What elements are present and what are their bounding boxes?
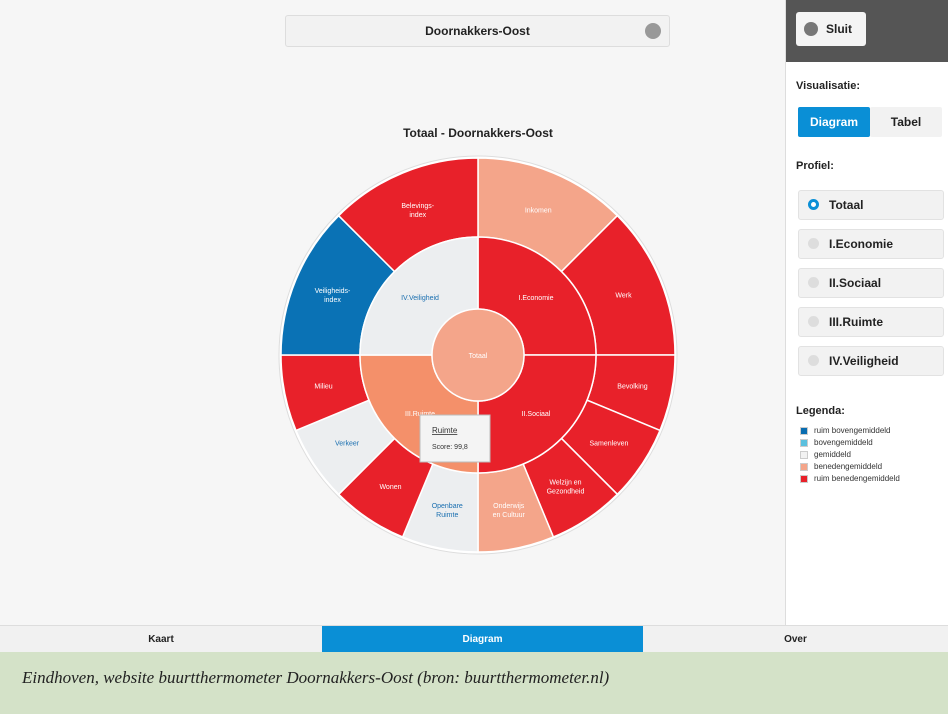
legend-label: bovengemiddeld [814,438,873,447]
segment-label: Belevings- [401,203,434,210]
segment-label: Milieu [314,384,332,391]
profile-option[interactable]: IV.Veiligheid [798,346,944,376]
view-button[interactable]: Diagram [798,107,870,137]
legend-swatch [800,463,808,471]
legend-item: benedengemiddeld [800,462,882,472]
profiel-label: Profiel: [796,160,834,172]
center-segment [431,308,525,402]
tab-active[interactable]: Diagram [322,626,643,653]
profile-option[interactable]: Totaal [798,190,944,220]
legend-item: ruim benedengemiddeld [800,474,900,484]
close-button[interactable]: Sluit [796,12,866,46]
segment-label: Werk [615,293,632,300]
legend-swatch [800,439,808,447]
chart-title: Totaal - Doornakkers-Oost [403,126,553,140]
segment-label: Wonen [379,484,401,491]
sidebar-header: Sluit [786,0,948,62]
radio [808,277,819,288]
segment-label: Verkeer [335,441,360,448]
dropdown-icon [645,23,661,39]
profile-option[interactable]: I.Economie [798,229,944,259]
segment-label: III.Ruimte [405,411,435,418]
radio [808,238,819,249]
segment-label: I.Economie [518,295,553,302]
segment-label: index [324,297,341,304]
close-icon [804,22,818,36]
segment-label: Samenleven [589,441,628,448]
tooltip [419,414,491,463]
view-button[interactable]: Tabel [870,107,942,137]
radio [808,355,819,366]
segment-label: Ruimte [436,512,458,519]
legend-swatch [800,475,808,483]
legend-label: gemiddeld [814,450,851,459]
tooltip-text: Score: 99,8 [432,444,468,451]
segment-label: IV.Veiligheid [401,295,439,302]
legend-item: bovengemiddeld [800,438,873,448]
segment-label: Onderwijs [493,503,525,510]
tab[interactable]: Over [784,634,807,645]
neighbourhood-dropdown[interactable]: Doornakkers-Oost [285,15,670,47]
legend-title: Legenda: [796,405,845,417]
legend-item: ruim bovengemiddeld [800,426,891,436]
dropdown-label: Doornakkers-Oost [425,24,530,38]
segment-label: Inkomen [525,207,552,214]
segment-label: Welzijn en [549,479,581,486]
segment-label: Openbare [432,503,463,510]
segment-label: en Cultuur [493,512,526,519]
legend-swatch [800,451,808,459]
caption: Eindhoven, website buurtthermometer Door… [0,652,948,714]
segment-label: Gezondheid [547,488,585,495]
legend-swatch [800,427,808,435]
legend-label: ruim bovengemiddeld [814,426,891,435]
close-label: Sluit [826,22,852,36]
segment-label: index [409,212,426,219]
profile-option[interactable]: II.Sociaal [798,268,944,298]
radio [808,316,819,327]
radio [808,199,819,210]
sunburst-chart: Totaal - Doornakkers-Oost Inkomen Werk Bevo… [278,126,678,555]
segment-label: Veiligheids- [315,288,351,295]
legend-label: ruim benedengemiddeld [814,474,900,483]
visualisatie-label: Visualisatie: [796,80,860,92]
tooltip-title: Ruimte [432,426,458,435]
legend-label: benedengemiddeld [814,462,883,471]
segment-label: Totaal [469,353,488,360]
sidebar: Sluit Visualisatie: Diagram Tabel Profie… [785,0,948,625]
tab-bar: Kaart Diagram Over [0,625,948,653]
profile-option[interactable]: III.Ruimte [798,307,944,337]
legend-item: gemiddeld [800,450,851,460]
tab[interactable]: Kaart [148,634,174,645]
segment-label: II.Sociaal [522,411,551,418]
segment-label: Bevolking [617,384,647,391]
